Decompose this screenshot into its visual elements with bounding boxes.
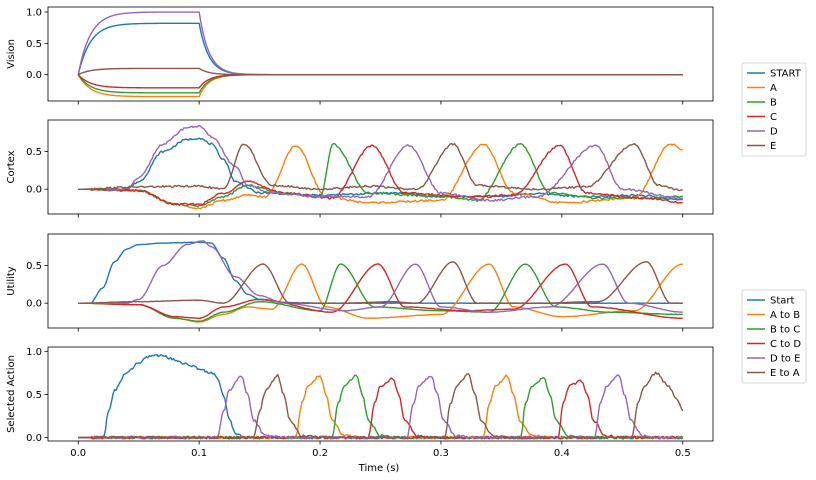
axes-frame (47, 119, 714, 215)
series-line-e (77, 67, 683, 76)
legend-entry: E to A (770, 368, 800, 379)
series-line-d (77, 11, 683, 76)
axes-frame (47, 346, 714, 442)
legend-box (741, 62, 807, 157)
legend-entry: A (770, 83, 777, 94)
legend-entry: B to C (770, 325, 800, 336)
y-tick-label: 0.5 (26, 39, 42, 50)
series-line-c-to-d (78, 377, 684, 440)
x-tick-label: 0.2 (312, 448, 328, 459)
legend-entry: E (770, 141, 776, 152)
y-tick-label: 1.0 (26, 347, 42, 358)
series-line-b-to-c (78, 263, 683, 322)
series-line-start (78, 241, 683, 305)
x-tick-label: 0.4 (554, 448, 570, 459)
x-tick-label: 0.0 (70, 448, 86, 459)
panel-1: 0.0 0.5 1.0 Vision (6, 6, 714, 105)
y-tick-label: 0.5 (26, 147, 42, 158)
legend-entry: START (770, 69, 802, 80)
series-line-start (78, 353, 684, 440)
y-tick-label: 1.0 (26, 8, 42, 19)
y-tick-label: 0.0 (26, 70, 42, 81)
series-line-b-to-c (78, 374, 684, 440)
legend-entry: B (770, 98, 777, 109)
series-line-e-to-a (78, 261, 683, 305)
y-axis-label: Vision (6, 39, 17, 69)
panel-3: 0.0 0.5 Utility (6, 233, 714, 332)
y-tick-label: 0.0 (26, 433, 42, 444)
series-group (78, 240, 683, 323)
x-tick-label: 0.3 (433, 448, 449, 459)
panel-4: 0.0 0.1 0.2 0.3 0.4 0.5 0.0 0.5 1.0 Selected Acti… (6, 346, 714, 459)
series-line-a-to-b (78, 374, 684, 440)
panel-2: 0.0 0.5 Cortex (6, 119, 714, 218)
y-axis-label: Selected Action (6, 355, 17, 433)
series-line-c (78, 144, 683, 206)
panels: 0.0 0.5 1.0 Vision 0.0 0.5 Cortex 0.0 0.5 Utility… (6, 6, 714, 459)
legend-entry: C (770, 112, 777, 123)
series-line-d (78, 124, 683, 202)
y-tick-label: 0.0 (26, 185, 42, 196)
series-line-c (77, 73, 683, 89)
series-line-d-to-e (78, 374, 684, 440)
series-group (78, 353, 684, 440)
series-line-d-to-e (78, 240, 683, 314)
series-line-c-to-d (78, 263, 683, 320)
legend-box (741, 289, 807, 384)
series-line-e (78, 142, 683, 192)
y-axis-label: Utility (6, 266, 17, 295)
series-line-e-to-a (78, 371, 684, 440)
x-tick-label: 0.5 (675, 448, 691, 459)
legend-entry: D (770, 127, 778, 138)
legend-entry: D to E (770, 354, 800, 365)
series-line-b (77, 73, 683, 94)
legend-entry: A to B (770, 310, 800, 321)
x-tick-label: 0.1 (191, 448, 207, 459)
series-line-start (77, 22, 683, 76)
series-line-a-to-b (78, 263, 683, 323)
y-axis-label: Cortex (6, 150, 17, 183)
axes-frame (47, 233, 714, 329)
x-axis-label: Time (s) (358, 463, 400, 474)
series-group (78, 124, 683, 210)
y-tick-label: 0.5 (26, 261, 42, 272)
legend-entry: Start (770, 296, 795, 307)
legend-2: Start A to B B to C C to D D to E E to A (741, 289, 807, 384)
y-tick-label: 0.5 (26, 390, 42, 401)
y-tick-label: 0.0 (26, 299, 42, 310)
legend-entry: C to D (770, 339, 801, 350)
axes-frame (47, 6, 714, 102)
series-group (77, 11, 683, 98)
